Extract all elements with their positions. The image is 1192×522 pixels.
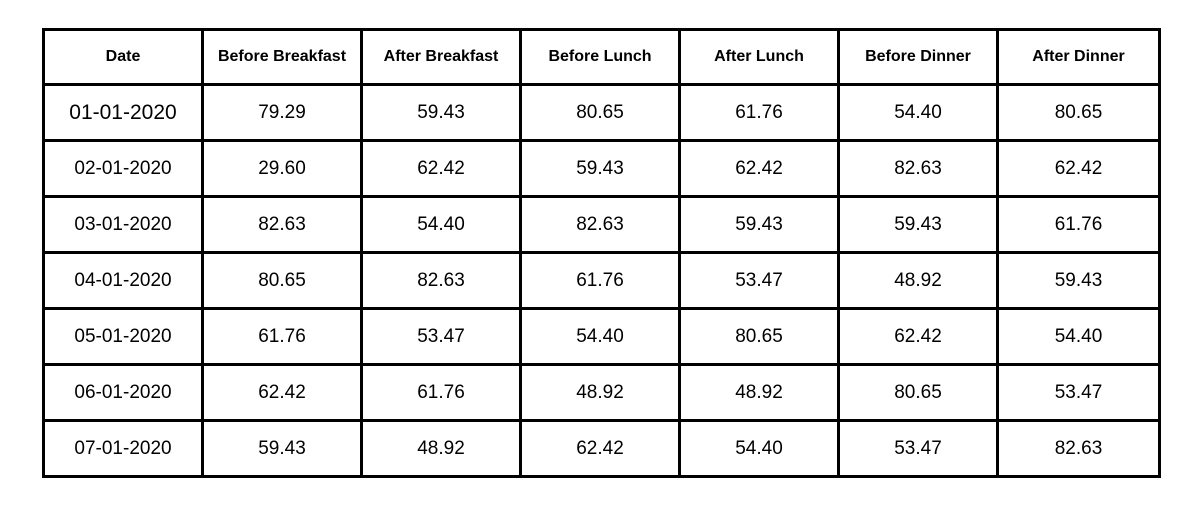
- value-cell: 61.76: [996, 195, 1161, 254]
- value-cell: 54.40: [837, 83, 999, 142]
- value-cell: 53.47: [996, 363, 1161, 422]
- date-cell: 06-01-2020: [42, 363, 204, 422]
- value-cell: 59.43: [996, 251, 1161, 310]
- value-cell: 48.92: [678, 363, 840, 422]
- value-cell: 62.42: [837, 307, 999, 366]
- table-row: 06-01-2020 62.42 61.76 48.92 48.92 80.65…: [42, 363, 1161, 422]
- value-cell: 80.65: [837, 363, 999, 422]
- value-cell: 80.65: [201, 251, 363, 310]
- date-cell: 04-01-2020: [42, 251, 204, 310]
- value-cell: 61.76: [519, 251, 681, 310]
- header-before-dinner: Before Dinner: [837, 28, 999, 86]
- table-row: 05-01-2020 61.76 53.47 54.40 80.65 62.42…: [42, 307, 1161, 366]
- readings-table: Date Before Breakfast After Breakfast Be…: [42, 28, 1161, 478]
- value-cell: 59.43: [837, 195, 999, 254]
- value-cell: 62.42: [360, 139, 522, 198]
- value-cell: 53.47: [837, 419, 999, 478]
- header-after-lunch: After Lunch: [678, 28, 840, 86]
- value-cell: 80.65: [996, 83, 1161, 142]
- value-cell: 62.42: [201, 363, 363, 422]
- value-cell: 29.60: [201, 139, 363, 198]
- value-cell: 82.63: [201, 195, 363, 254]
- value-cell: 79.29: [201, 83, 363, 142]
- value-cell: 61.76: [678, 83, 840, 142]
- value-cell: 59.43: [201, 419, 363, 478]
- table-row: 01-01-2020 79.29 59.43 80.65 61.76 54.40…: [42, 83, 1161, 142]
- value-cell: 62.42: [519, 419, 681, 478]
- date-cell: 05-01-2020: [42, 307, 204, 366]
- header-after-dinner: After Dinner: [996, 28, 1161, 86]
- table-row: 03-01-2020 82.63 54.40 82.63 59.43 59.43…: [42, 195, 1161, 254]
- value-cell: 82.63: [837, 139, 999, 198]
- date-cell: 03-01-2020: [42, 195, 204, 254]
- value-cell: 82.63: [519, 195, 681, 254]
- table-row: 07-01-2020 59.43 48.92 62.42 54.40 53.47…: [42, 419, 1161, 478]
- header-before-breakfast: Before Breakfast: [201, 28, 363, 86]
- table-row: 04-01-2020 80.65 82.63 61.76 53.47 48.92…: [42, 251, 1161, 310]
- value-cell: 82.63: [996, 419, 1161, 478]
- value-cell: 80.65: [678, 307, 840, 366]
- header-before-lunch: Before Lunch: [519, 28, 681, 86]
- value-cell: 53.47: [678, 251, 840, 310]
- value-cell: 53.47: [360, 307, 522, 366]
- value-cell: 48.92: [519, 363, 681, 422]
- value-cell: 62.42: [678, 139, 840, 198]
- value-cell: 62.42: [996, 139, 1161, 198]
- value-cell: 48.92: [837, 251, 999, 310]
- value-cell: 54.40: [996, 307, 1161, 366]
- header-after-breakfast: After Breakfast: [360, 28, 522, 86]
- value-cell: 59.43: [519, 139, 681, 198]
- date-cell: 07-01-2020: [42, 419, 204, 478]
- date-cell: 01-01-2020: [42, 83, 204, 142]
- value-cell: 54.40: [678, 419, 840, 478]
- value-cell: 48.92: [360, 419, 522, 478]
- value-cell: 59.43: [360, 83, 522, 142]
- value-cell: 61.76: [201, 307, 363, 366]
- value-cell: 82.63: [360, 251, 522, 310]
- value-cell: 54.40: [519, 307, 681, 366]
- value-cell: 61.76: [360, 363, 522, 422]
- table-row: 02-01-2020 29.60 62.42 59.43 62.42 82.63…: [42, 139, 1161, 198]
- value-cell: 80.65: [519, 83, 681, 142]
- value-cell: 54.40: [360, 195, 522, 254]
- header-row: Date Before Breakfast After Breakfast Be…: [42, 28, 1161, 86]
- date-cell: 02-01-2020: [42, 139, 204, 198]
- header-date: Date: [42, 28, 204, 86]
- value-cell: 59.43: [678, 195, 840, 254]
